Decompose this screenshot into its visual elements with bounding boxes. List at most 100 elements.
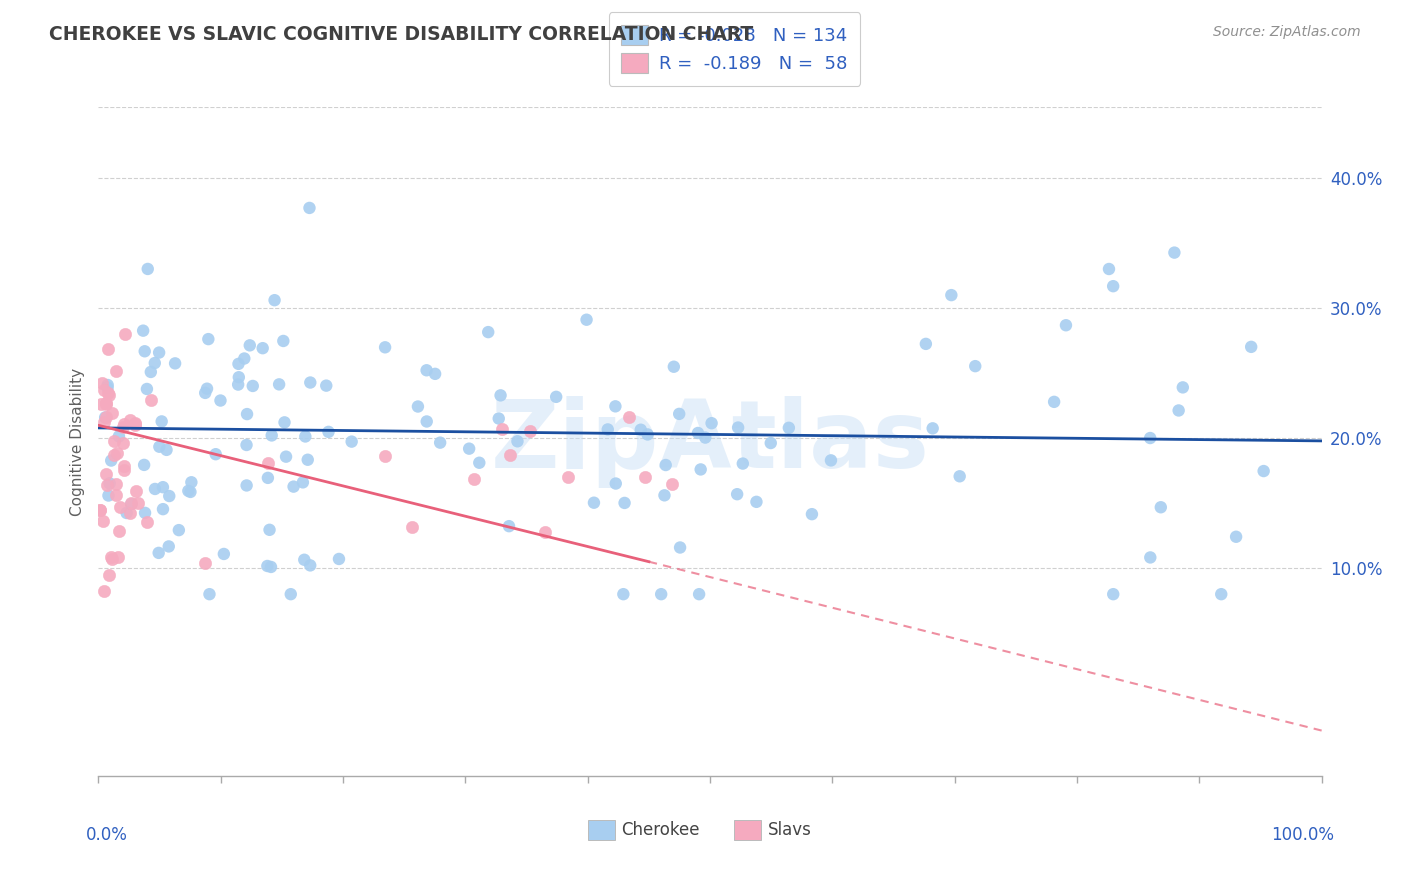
Point: [150, 414, 173, 428]
Point: [96, 467, 118, 481]
Point: [654, 488, 676, 502]
Point: [228, 357, 250, 371]
Point: [534, 524, 557, 539]
Point: [260, 428, 283, 442]
Point: [228, 370, 250, 384]
Point: [759, 436, 782, 450]
Point: [489, 388, 512, 402]
Text: Slavs: Slavs: [768, 821, 811, 838]
Point: [463, 471, 485, 485]
Point: [273, 416, 295, 430]
Point: [546, 390, 568, 404]
Point: [108, 500, 131, 514]
Point: [637, 427, 659, 442]
Point: [949, 469, 972, 483]
Point: [112, 463, 135, 477]
Point: [226, 377, 249, 392]
Point: [269, 377, 291, 392]
Point: [340, 434, 363, 449]
Point: [263, 293, 285, 308]
Point: [415, 415, 437, 429]
Point: [103, 448, 125, 462]
Point: [491, 422, 513, 436]
Point: [921, 421, 943, 435]
Point: [112, 417, 135, 431]
Point: [157, 489, 180, 503]
Point: [179, 484, 201, 499]
Text: CHEROKEE VS SLAVIC COGNITIVE DISABILITY CORRELATION CHART: CHEROKEE VS SLAVIC COGNITIVE DISABILITY …: [49, 25, 754, 44]
Point: [148, 440, 170, 454]
Point: [700, 416, 723, 430]
Point: [605, 476, 627, 491]
Point: [519, 424, 541, 438]
Point: [118, 413, 141, 427]
Point: [605, 400, 627, 414]
Point: [1098, 262, 1121, 277]
Point: [107, 550, 129, 565]
Point: [132, 324, 155, 338]
Point: [194, 556, 217, 570]
Text: 100.0%: 100.0%: [1271, 826, 1334, 844]
Point: [1150, 500, 1173, 515]
Point: [118, 507, 141, 521]
Point: [108, 524, 131, 538]
Point: [89, 502, 111, 516]
Point: [661, 477, 683, 491]
Point: [1102, 279, 1125, 293]
Point: [235, 478, 257, 492]
Point: [965, 359, 987, 373]
Point: [800, 507, 823, 521]
Point: [97, 342, 120, 356]
Point: [134, 344, 156, 359]
Point: [96, 396, 118, 410]
Point: [157, 540, 180, 554]
Point: [212, 547, 235, 561]
Point: [374, 340, 396, 354]
Point: [1102, 587, 1125, 601]
Point: [299, 558, 322, 573]
Point: [374, 449, 396, 463]
Point: [195, 382, 218, 396]
Point: [124, 417, 146, 432]
Point: [97, 378, 120, 392]
Point: [406, 400, 429, 414]
Point: [689, 462, 711, 476]
Point: [94, 410, 117, 425]
Point: [297, 452, 319, 467]
Point: [778, 421, 800, 435]
Point: [89, 502, 111, 516]
Point: [134, 506, 156, 520]
Text: ZipAtlas: ZipAtlas: [491, 395, 929, 488]
Point: [115, 506, 138, 520]
Point: [1171, 380, 1194, 394]
Point: [242, 379, 264, 393]
Point: [177, 483, 200, 498]
Point: [209, 393, 232, 408]
Point: [93, 383, 115, 397]
Point: [148, 345, 170, 359]
Point: [98, 476, 121, 491]
Point: [139, 365, 162, 379]
Point: [468, 456, 491, 470]
Point: [235, 438, 257, 452]
Point: [423, 367, 446, 381]
Point: [236, 407, 259, 421]
Point: [668, 407, 690, 421]
Point: [259, 523, 281, 537]
Point: [477, 325, 499, 339]
Point: [1211, 587, 1233, 601]
Point: [575, 312, 598, 326]
Point: [294, 429, 316, 443]
Point: [488, 411, 510, 425]
Point: [654, 458, 676, 472]
Point: [98, 388, 121, 402]
Point: [112, 436, 135, 450]
Point: [1240, 340, 1263, 354]
Point: [97, 568, 120, 582]
Point: [820, 453, 842, 467]
Point: [90, 376, 112, 390]
Point: [180, 475, 202, 490]
Point: [194, 385, 217, 400]
Point: [136, 515, 159, 529]
Point: [725, 487, 748, 501]
